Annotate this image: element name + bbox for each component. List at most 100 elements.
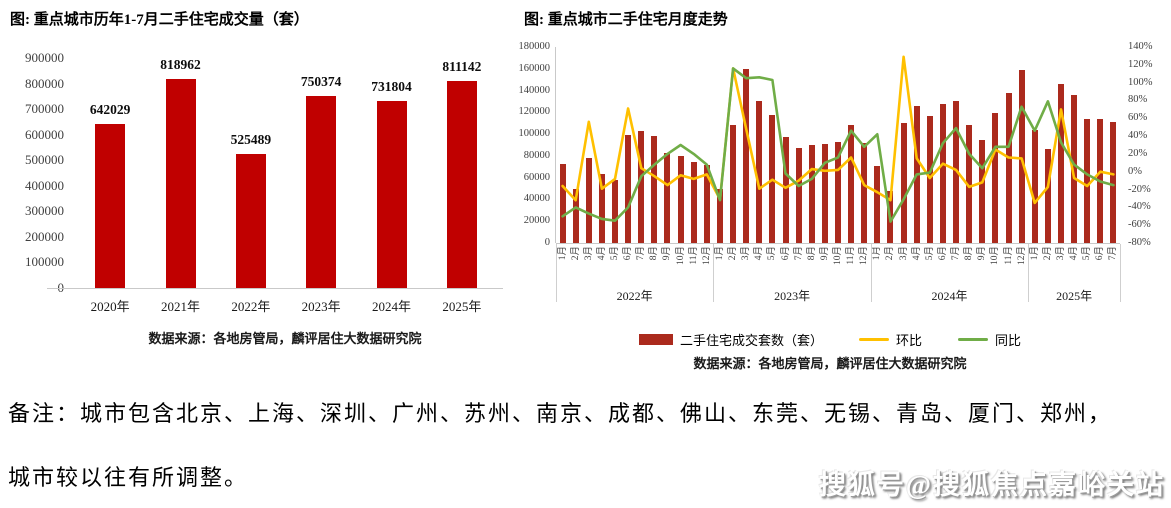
bar [306,96,337,288]
y-axis-tick-label: 700000 [25,101,64,117]
bar [1044,149,1051,243]
bar [612,179,619,243]
bar [651,136,658,243]
bar [861,142,868,243]
y-axis-tick-label: 200000 [25,228,64,244]
monthly-chart-source: 数据来源：各地房管局，麟评居住大数据研究院 [693,356,967,371]
y-axis-tick-label: 600000 [25,126,64,142]
y-axis-right-tick-label: 20% [1128,147,1148,159]
x-axis-month-label: 4月 [754,246,765,261]
x-axis-month-label: 8月 [806,246,817,261]
bar [572,188,579,243]
x-axis-month-label: 11月 [688,246,699,265]
annual-chart-canvas: 900000 800000 700000 600000 500000 400000 3000… [0,0,505,360]
x-axis-month-label: 12月 [859,246,870,266]
x-axis-month-label: 10月 [675,246,686,266]
x-axis-month-label: 5月 [924,246,935,261]
bar [848,125,855,243]
x-axis-year-label: 2024年 [931,289,968,303]
x-axis-month-label: 12月 [701,246,712,266]
bar [446,80,477,288]
bar [376,100,407,288]
bar [821,143,828,243]
y-axis-right-tick-label: 120% [1128,58,1153,70]
bar [664,152,671,243]
x-axis-month-label: 1月 [1029,246,1040,261]
x-axis-month-label: 2月 [570,246,581,261]
y-axis-tick-label: 300000 [25,203,64,219]
bar-value-label: 811142 [442,58,482,74]
bar [1005,92,1012,243]
legend: 二手住宅成交套数（套） 环比 同比 [540,330,1120,349]
bar [1071,94,1078,243]
x-axis-month-label: 4月 [596,246,607,261]
y-axis-right-tick-label: -60% [1128,219,1151,231]
watermark: 搜狐号@搜狐焦点嘉峪关站 [818,470,1165,500]
x-axis-month-label: 3月 [583,246,594,261]
bar [835,141,841,243]
x-axis-month-label: 1月 [872,246,883,261]
line-series-overlay [561,55,1115,223]
bar [808,145,815,243]
bar-value-label: 818962 [160,56,201,72]
monthly-chart-canvas: 180000 160000 140000 120000 100000 80000 60000… [518,41,1153,303]
bar [953,101,960,243]
x-axis-month-label: 6月 [937,246,948,261]
bar [939,103,946,243]
bar [743,68,750,243]
y-axis-right-tick-label: 100% [1128,76,1153,88]
y-axis-right-tick-label: -20% [1128,183,1151,195]
bar [625,135,632,243]
x-axis-month-label: 9月 [662,246,673,261]
legend-label: 同比 [995,333,1022,348]
year-group-divider [713,244,715,302]
x-axis-category-label: 2022年 [231,299,271,314]
x-axis-line [47,288,503,289]
y-axis-right-tick-label: -80% [1128,237,1151,248]
y-axis-left-tick-label: 100000 [518,128,551,140]
x-axis-month-label: 6月 [623,246,634,261]
year-group-divider [1028,244,1030,302]
y-axis-left-tick-label: 180000 [518,41,551,52]
bar [235,153,266,288]
x-axis-month-label: 7月 [793,246,804,261]
note-line-2: 城市较以往有所调整。 [8,465,249,490]
bar-value-label: 731804 [371,78,412,94]
year-group-divider [870,244,872,302]
x-axis-category-label: 2020年 [90,299,130,314]
y-axis-right-tick-label: -40% [1128,201,1151,213]
x-axis-month-label: 2月 [1042,246,1053,261]
y-axis-right-tick-label: 60% [1128,112,1148,124]
bar [1031,129,1038,243]
y-axis-left-tick-label: 20000 [523,215,550,227]
bar [966,125,973,243]
x-axis-line [556,243,1120,244]
y-axis-left-tick-label: 80000 [523,149,550,161]
bar [1018,69,1025,243]
bar [979,139,986,243]
x-axis-month-label: 3月 [741,246,752,261]
x-axis-year-label: 2025年 [1056,289,1093,303]
bar [716,188,723,243]
x-axis-month-label: 12月 [1016,246,1027,266]
x-axis-month-label: 5月 [1082,246,1093,261]
y-axis-right-tick-label: 140% [1128,41,1153,52]
x-axis-category-label: 2024年 [371,299,411,314]
y-axis-right-tick-label: 0% [1128,165,1142,177]
y-axis-right-tick-label: 80% [1128,94,1148,106]
x-axis-month-label: 6月 [780,246,791,261]
x-axis-month-label: 9月 [819,246,830,261]
x-axis-month-label: 7月 [636,246,647,261]
y-axis-left-tick-label: 0 [544,237,550,248]
bar [165,78,196,288]
legend-item: 同比 [958,330,1021,349]
x-axis-month-label: 11月 [1003,246,1014,265]
x-axis-month-label: 6月 [1095,246,1106,261]
x-axis-category-label: 2021年 [160,299,200,314]
x-axis-month-label: 2月 [728,246,739,261]
y-axis-right-tick-label: 40% [1128,130,1148,142]
y-axis-line [555,47,556,243]
bar [900,123,907,243]
bar [638,130,645,243]
legend-line-swatch [958,337,988,342]
